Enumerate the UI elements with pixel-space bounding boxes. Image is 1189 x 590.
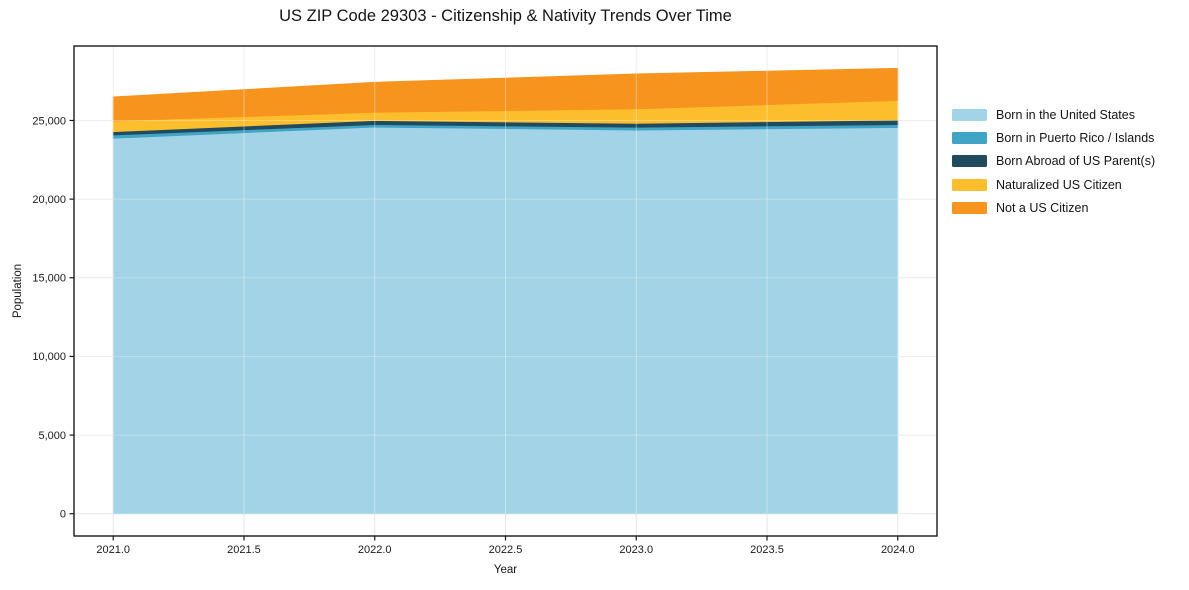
legend-label: Born in Puerto Rico / Islands xyxy=(996,131,1155,146)
y-tick-label: 15,000 xyxy=(32,273,66,285)
y-tick-label: 25,000 xyxy=(32,115,66,127)
y-axis-label: Population xyxy=(12,263,24,319)
legend-swatch-icon xyxy=(952,132,987,145)
chart-title: US ZIP Code 29303 - Citizenship & Nativi… xyxy=(279,7,732,25)
y-tick-label: 20,000 xyxy=(32,194,66,206)
y-tick-label: 10,000 xyxy=(32,351,66,363)
legend-swatch-icon xyxy=(952,178,987,191)
x-tick-label: 2022.5 xyxy=(489,544,523,556)
x-axis-label: Year xyxy=(493,564,518,576)
legend-label: Born Abroad of US Parent(s) xyxy=(996,154,1156,169)
legend-item-not-a-us-citizen: Not a US Citizen xyxy=(952,197,1155,220)
x-tick-label: 2024.0 xyxy=(881,544,915,556)
y-tick-label: 5,000 xyxy=(38,430,66,442)
x-tick-label: 2021.0 xyxy=(96,544,130,556)
legend-swatch-icon xyxy=(952,202,987,215)
area-not-a-us-citizen xyxy=(112,67,899,122)
legend-item-born-abroad-of-us-parent-s: Born Abroad of US Parent(s) xyxy=(952,150,1155,173)
legend-label: Born in the United States xyxy=(996,107,1135,122)
x-tick-label: 2021.5 xyxy=(227,544,261,556)
legend-swatch-icon xyxy=(952,155,987,168)
y-tick-label: 0 xyxy=(60,509,66,521)
legend: Born in the United States Born in Puerto … xyxy=(952,103,1155,220)
legend-item-naturalized-us-citizen: Naturalized US Citizen xyxy=(952,173,1155,196)
legend-item-born-in-puerto-rico-islands: Born in Puerto Rico / Islands xyxy=(952,126,1155,149)
x-tick-label: 2023.0 xyxy=(619,544,653,556)
legend-label: Not a US Citizen xyxy=(996,201,1089,216)
legend-swatch-icon xyxy=(952,108,987,121)
x-tick-label: 2023.5 xyxy=(750,544,784,556)
legend-label: Naturalized US Citizen xyxy=(996,177,1122,192)
legend-item-born-in-the-united-states: Born in the United States xyxy=(952,103,1155,126)
x-tick-label: 2022.0 xyxy=(358,544,392,556)
